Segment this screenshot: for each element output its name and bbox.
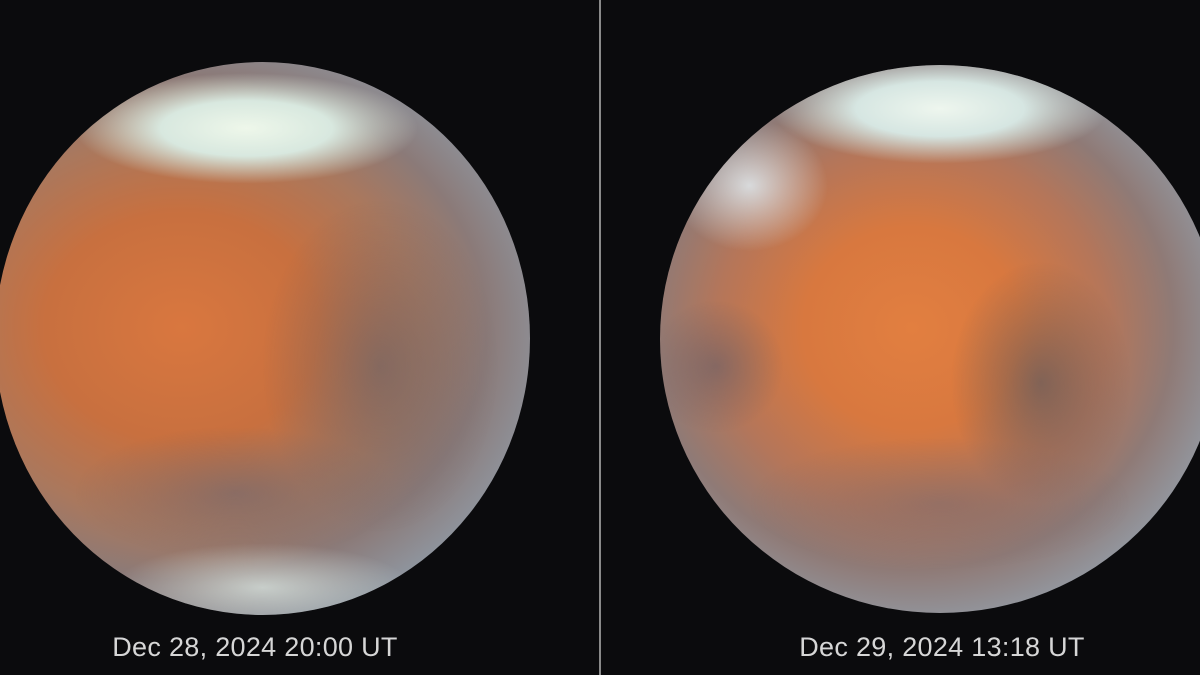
timestamp-caption-left: Dec 28, 2024 20:00 UT — [112, 632, 398, 662]
timestamp-caption-right: Dec 29, 2024 13:18 UT — [799, 632, 1085, 662]
north-polar-cap — [0, 62, 530, 615]
north-polar-cap — [660, 65, 1200, 613]
mars-image-dec-28 — [0, 62, 530, 615]
mars-image-dec-29 — [660, 65, 1200, 613]
panel-divider — [599, 0, 601, 675]
left-panel — [0, 0, 599, 675]
